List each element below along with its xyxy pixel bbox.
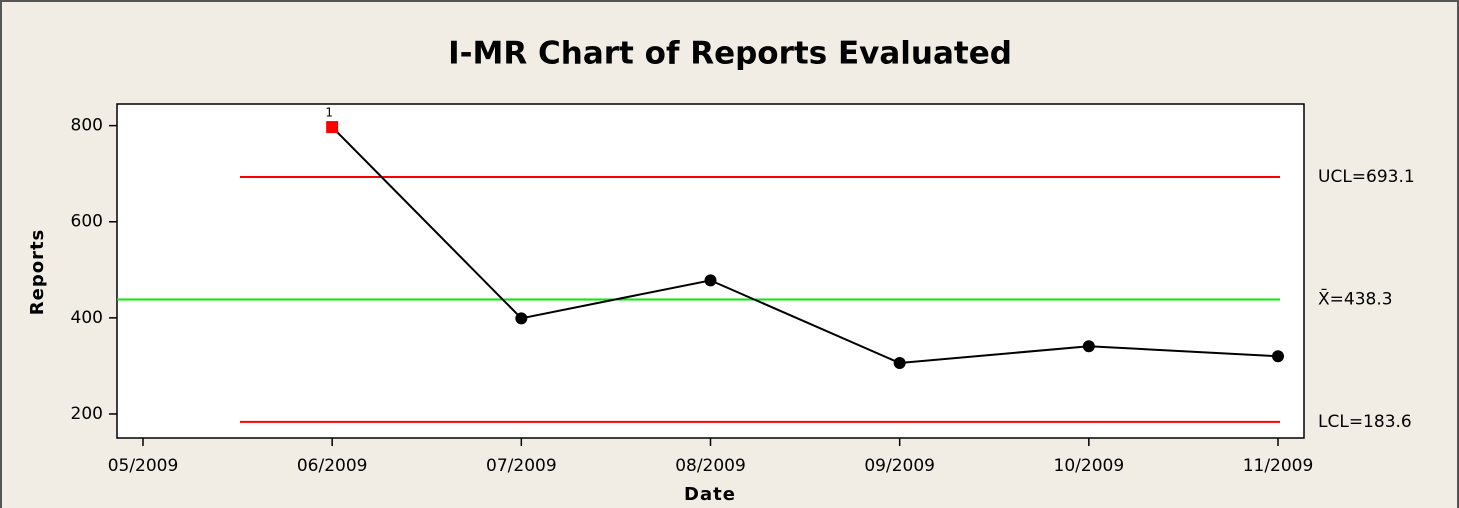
chart-title: I-MR Chart of Reports Evaluated — [448, 36, 1012, 72]
x-tick-label: 10/2009 — [1054, 456, 1125, 476]
x-tick-label: 09/2009 — [864, 456, 935, 476]
data-point — [1272, 350, 1284, 363]
y-tick-label: 400 — [71, 308, 103, 328]
data-point-out — [326, 121, 339, 134]
x-tick-label: 07/2009 — [486, 456, 557, 476]
y-tick-label: 600 — [71, 212, 103, 232]
y-tick-label: 200 — [71, 404, 103, 424]
data-point — [893, 357, 906, 370]
x-tick-label: 06/2009 — [297, 456, 368, 476]
control-label: X̄=438.3 — [1318, 287, 1393, 309]
y-axis-label: Reports — [27, 229, 48, 316]
control-label: LCL=183.6 — [1318, 412, 1412, 432]
point-flag: 1 — [325, 106, 333, 120]
x-tick-label: 11/2009 — [1243, 456, 1314, 476]
x-tick-label: 08/2009 — [675, 456, 746, 476]
control-label: UCL=693.1 — [1318, 167, 1415, 187]
y-tick-label: 800 — [71, 116, 103, 136]
data-point — [704, 274, 717, 287]
x-axis-label: Date — [684, 484, 736, 505]
x-tick-label: 05/2009 — [108, 456, 179, 476]
plot-area — [116, 103, 1305, 439]
data-line — [331, 126, 1279, 365]
data-point — [1082, 340, 1095, 353]
data-point — [515, 312, 528, 325]
